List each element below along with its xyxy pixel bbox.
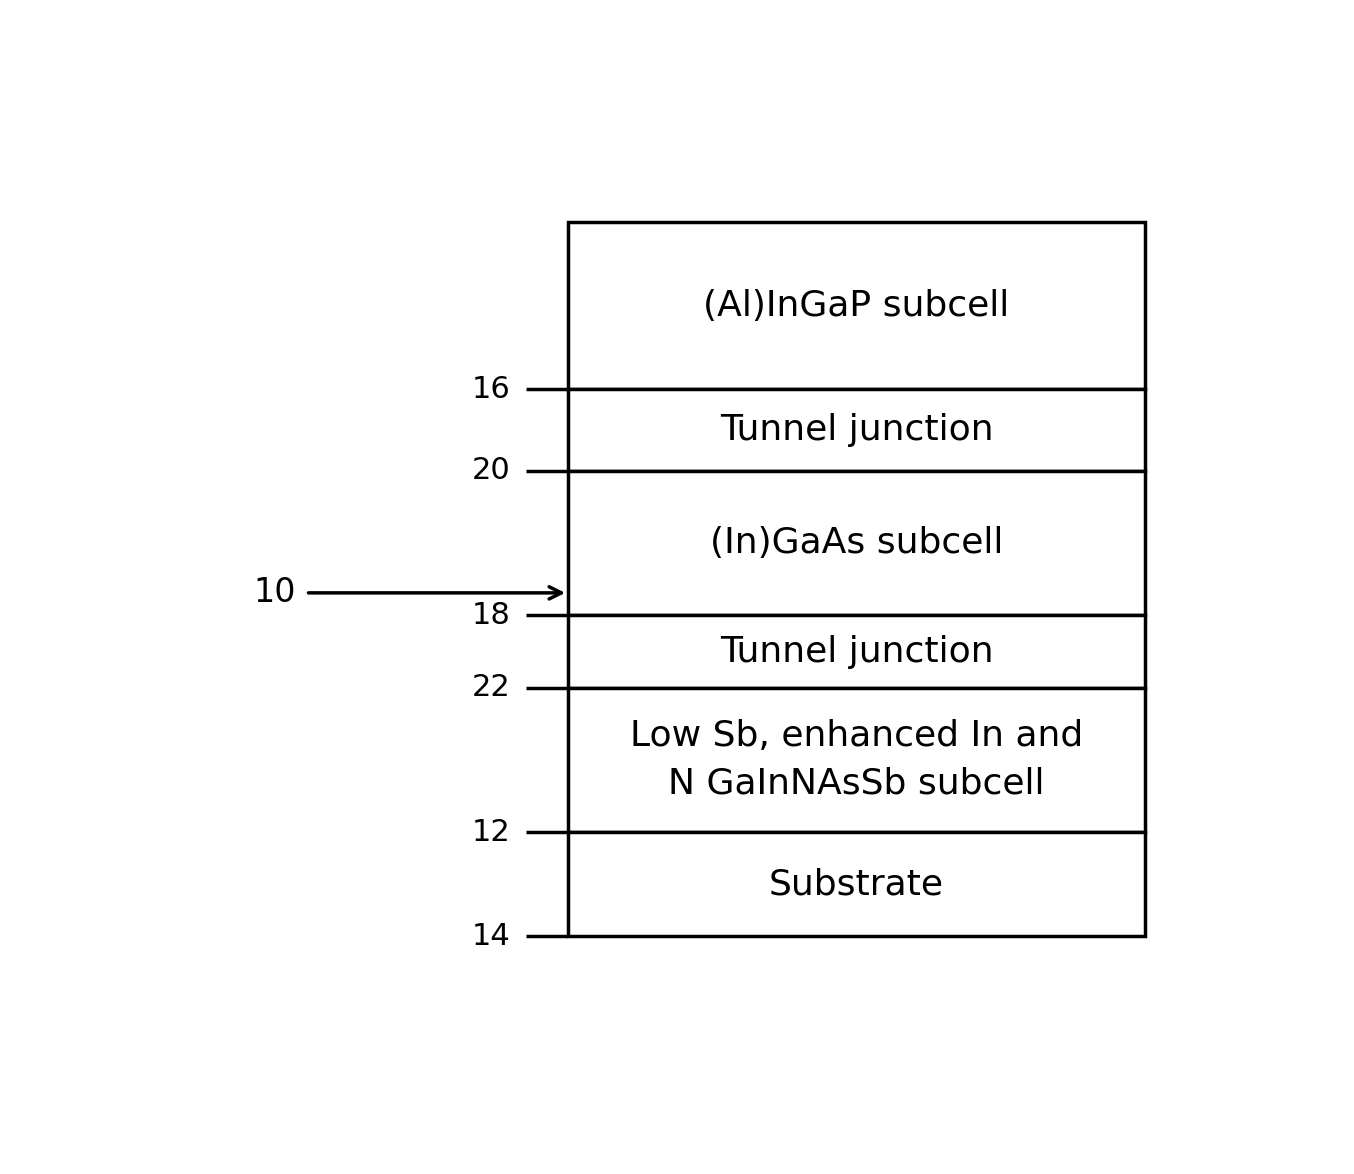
Text: Low Sb, enhanced In and
N GaInNAsSb subcell: Low Sb, enhanced In and N GaInNAsSb subc… [630,720,1083,801]
Text: 20: 20 [471,457,510,485]
Text: (Al)InGaP subcell: (Al)InGaP subcell [704,289,1010,323]
Bar [569,688,1145,832]
Text: 12: 12 [471,818,510,846]
Bar [569,390,1145,471]
Text: Tunnel junction: Tunnel junction [720,635,994,669]
Bar [569,615,1145,688]
Text: 22: 22 [471,673,510,702]
Bar [569,471,1145,615]
Text: 16: 16 [471,375,510,404]
Text: 10: 10 [253,576,295,609]
Text: Substrate: Substrate [769,868,944,902]
Bar [569,832,1145,937]
Bar [569,222,1145,390]
Text: 18: 18 [471,601,510,630]
Text: Tunnel junction: Tunnel junction [720,413,994,447]
Text: 14: 14 [471,922,510,951]
Text: (In)GaAs subcell: (In)GaAs subcell [709,526,1003,560]
